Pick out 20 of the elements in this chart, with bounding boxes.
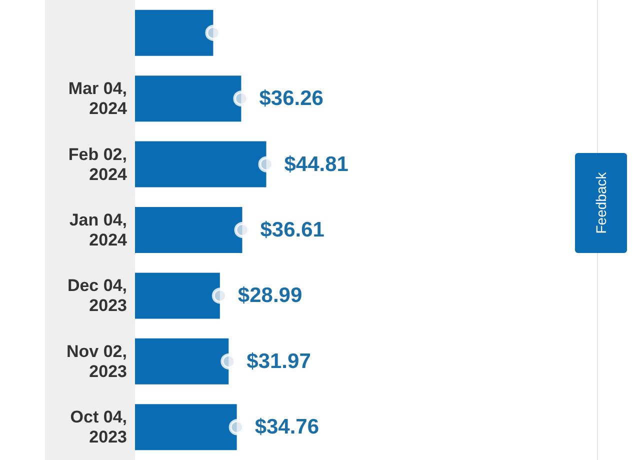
data-label: $34.76 <box>254 416 320 439</box>
bar <box>135 10 214 56</box>
bar <box>135 404 237 450</box>
feedback-button[interactable]: Feedback <box>575 153 627 253</box>
bar <box>135 272 220 319</box>
data-label: $36.26 <box>259 87 324 110</box>
y-tick-label: Dec 04, 2023 <box>67 276 127 316</box>
y-tick-label: Nov 02, 2023 <box>66 342 127 381</box>
bar <box>135 338 229 384</box>
y-tick-label: Mar 04, 2024 <box>68 79 128 118</box>
bar <box>135 207 242 253</box>
y-tick-label: Oct 04, 2023 <box>70 408 127 447</box>
bar <box>135 141 266 188</box>
bar <box>135 76 242 122</box>
data-label: $28.99 <box>238 284 302 308</box>
data-label: $36.61 <box>260 218 325 242</box>
data-label: $44.81 <box>284 152 349 176</box>
y-tick-label: Feb 02, 2024 <box>68 144 128 184</box>
data-label: $31.97 <box>246 350 311 373</box>
y-tick-label: Jan 04, 2024 <box>69 210 128 250</box>
